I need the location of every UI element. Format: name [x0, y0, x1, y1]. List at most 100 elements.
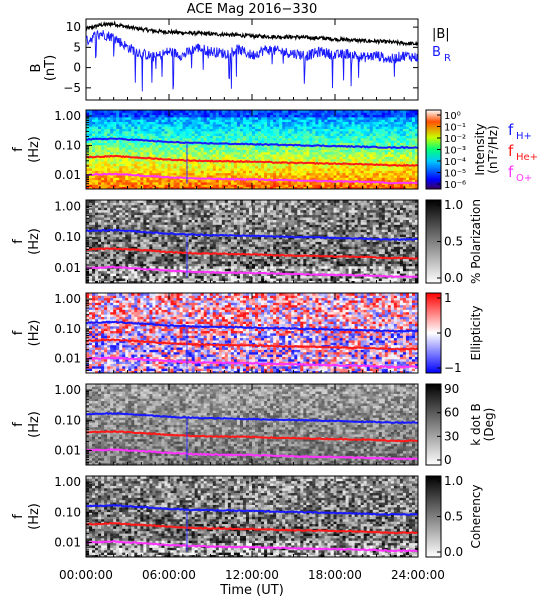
heatmap-cell	[164, 121, 168, 125]
heatmap-cell	[194, 179, 199, 183]
heatmap-cell	[92, 275, 96, 279]
heatmap-cell	[303, 265, 307, 269]
heatmap-cell	[321, 114, 325, 118]
heatmap-cell	[387, 128, 392, 132]
heatmap-cell	[288, 156, 292, 160]
heatmap-cell	[236, 172, 241, 176]
heatmap-cell	[242, 151, 247, 155]
heatmap-cell	[279, 258, 283, 262]
heatmap-cell	[402, 172, 407, 176]
heatmap-cell	[342, 168, 346, 171]
heatmap-cell	[375, 275, 380, 279]
heatmap-cell	[309, 156, 313, 160]
heatmap-cell	[128, 270, 132, 274]
heatmap-cell	[357, 275, 362, 279]
heatmap-cell	[212, 135, 217, 139]
heatmap-cell	[116, 156, 120, 160]
heatmap-cell	[197, 186, 202, 190]
heatmap-cell	[318, 258, 322, 262]
heatmap-cell	[291, 140, 295, 143]
heatmap-cell	[149, 182, 153, 185]
heatmap-cell	[354, 110, 359, 113]
heatmap-cell	[98, 168, 102, 171]
heatmap-cell	[369, 275, 374, 279]
heatmap-cell	[279, 263, 283, 267]
heatmap-cell	[212, 170, 217, 174]
heatmap-cell	[200, 258, 205, 262]
heatmap-cell	[89, 116, 93, 120]
heatmap-cell	[164, 144, 168, 148]
heatmap-cell	[107, 261, 111, 264]
heatmap-cell	[173, 121, 177, 125]
heatmap-cell	[152, 263, 156, 267]
heatmap-cell	[224, 265, 229, 269]
heatmap-cell	[98, 116, 102, 120]
heatmap-cell	[297, 128, 301, 132]
heatmap-cell	[411, 133, 416, 136]
heatmap-cell	[176, 133, 180, 136]
heatmap-cell	[128, 121, 132, 125]
heatmap-cell	[122, 258, 126, 262]
heatmap-cell	[312, 110, 316, 113]
heatmap-cell	[252, 268, 256, 272]
heatmap-cell	[89, 140, 93, 143]
heatmap-cell	[270, 137, 274, 141]
heatmap-cell	[149, 135, 153, 139]
heatmap-cell	[206, 110, 211, 113]
heatmap-cell	[264, 182, 268, 185]
heatmap-cell	[167, 130, 171, 134]
heatmap-cell	[227, 172, 232, 176]
heatmap-cell	[312, 270, 316, 274]
heatmap-cell	[264, 135, 268, 139]
heatmap-cell	[354, 161, 359, 164]
heatmap-cell	[387, 273, 392, 277]
heatmap-cell	[152, 110, 156, 113]
heatmap-cell	[224, 147, 229, 150]
heatmap-cell	[134, 280, 138, 284]
heatmap-cell	[218, 273, 223, 277]
heatmap-cell	[155, 144, 159, 148]
heatmap-cell	[402, 119, 407, 123]
heatmap-cell	[330, 278, 334, 281]
heatmap-cell	[101, 149, 105, 153]
heatmap-cell	[300, 270, 304, 274]
heatmap-cell	[339, 278, 343, 281]
heatmap-cell	[236, 135, 241, 139]
heatmap-cell	[276, 112, 280, 116]
heatmap-cell	[393, 186, 398, 190]
heatmap-cell	[306, 182, 310, 185]
heatmap-cell	[315, 263, 319, 267]
heatmap-cell	[303, 168, 307, 171]
heatmap-cell	[339, 116, 343, 120]
heatmap-cell	[101, 114, 105, 118]
heatmap-cell	[255, 170, 259, 174]
heatmap-cell	[95, 149, 99, 153]
heatmap-cell	[134, 256, 138, 259]
heatmap-cell	[173, 175, 177, 178]
heatmap-cell	[315, 170, 319, 174]
heatmap-cell	[327, 121, 331, 125]
heatmap-cell	[381, 121, 386, 125]
heatmap-cell	[309, 158, 313, 162]
heatmap-cell	[348, 186, 352, 190]
heatmap-cell	[294, 114, 298, 118]
heatmap-cell	[297, 177, 301, 181]
heatmap-cell	[384, 261, 389, 264]
heatmap-cell	[342, 114, 346, 118]
heatmap-cell	[378, 114, 383, 118]
heatmap-cell	[203, 126, 208, 129]
heatmap-cell	[363, 258, 368, 262]
heatmap-cell	[137, 110, 141, 113]
heatmap-cell	[119, 128, 123, 132]
heatmap-cell	[164, 130, 168, 134]
heatmap-cell	[252, 265, 256, 269]
heatmap-cell	[270, 270, 274, 274]
heatmap-cell	[95, 156, 99, 160]
heatmap-cell	[276, 258, 280, 262]
heatmap-cell	[279, 114, 283, 118]
heatmap-cell	[324, 133, 328, 136]
heatmap-cell	[402, 175, 407, 178]
heatmap-cell	[131, 126, 135, 129]
heatmap-cell	[182, 119, 186, 123]
heatmap-cell	[354, 265, 359, 269]
